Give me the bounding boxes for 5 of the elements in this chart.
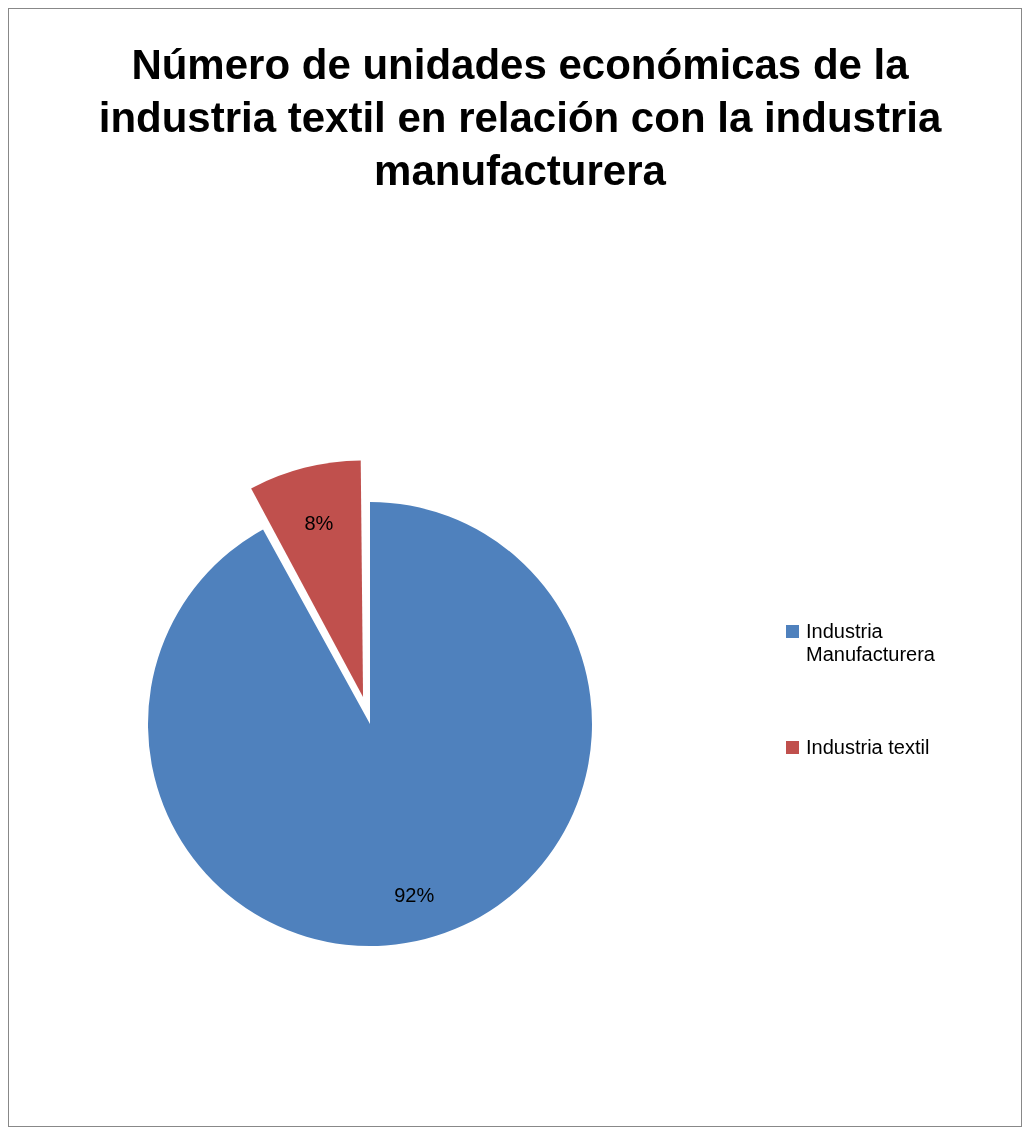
data-label: 92% bbox=[394, 883, 435, 906]
chart-title: Número de unidades económicas de la industria textil en relación con la industria manufacturera bbox=[97, 40, 943, 196]
legend-label: Industria textil bbox=[806, 736, 931, 759]
data-label: 8% bbox=[304, 512, 334, 535]
legend-label: Industria Manufacturera bbox=[806, 620, 936, 666]
